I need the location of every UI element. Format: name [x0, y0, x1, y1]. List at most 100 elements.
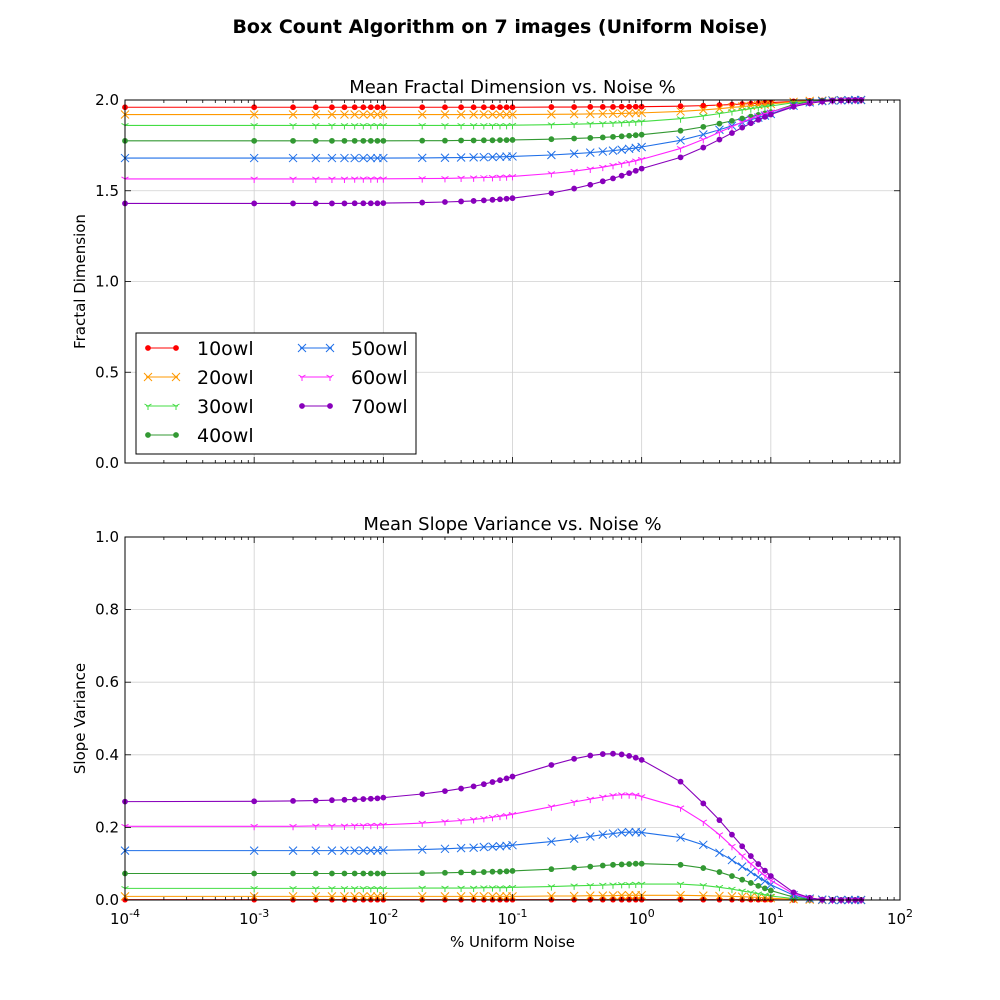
legend-marker	[173, 432, 179, 438]
series-line-70owl	[125, 99, 862, 205]
data-point-70owl	[419, 791, 426, 797]
data-point-70owl	[755, 116, 762, 123]
data-point-50owl	[350, 846, 360, 855]
series-70owl	[122, 750, 865, 903]
data-point-20owl	[358, 892, 368, 901]
data-point-30owl	[488, 122, 497, 130]
y-tick-label: 1.0	[95, 273, 119, 291]
data-point-30owl	[715, 884, 724, 892]
data-point-20owl	[358, 110, 368, 119]
data-point-20owl	[488, 892, 497, 901]
legend-label: 40owl	[197, 425, 254, 447]
data-point-20owl	[624, 890, 634, 900]
data-point-40owl	[489, 868, 496, 875]
data-point-40owl	[599, 134, 606, 141]
data-point-60owl	[625, 792, 633, 799]
data-point-70owl	[329, 200, 335, 207]
data-point-60owl	[289, 176, 297, 183]
data-point-60owl	[350, 823, 359, 830]
data-point-70owl	[442, 788, 448, 794]
data-point-10owl	[374, 104, 381, 111]
data-point-60owl	[379, 822, 388, 829]
data-point-60owl	[728, 124, 736, 131]
data-point-60owl	[250, 823, 258, 831]
data-point-60owl	[480, 815, 488, 823]
data-point-70owl	[497, 777, 503, 784]
data-point-40owl	[470, 869, 477, 876]
data-point-50owl	[624, 827, 634, 837]
data-point-40owl	[632, 860, 639, 867]
x-tick-label: 10-4	[110, 907, 140, 928]
data-point-30owl	[676, 881, 685, 889]
data-point-30owl	[469, 122, 478, 130]
data-point-10owl	[360, 104, 367, 111]
data-point-20owl	[727, 892, 737, 901]
data-point-70owl	[470, 198, 477, 204]
data-point-70owl	[312, 200, 319, 207]
data-point-30owl	[570, 121, 578, 129]
data-point-60owl	[599, 164, 607, 172]
data-point-60owl	[312, 176, 320, 183]
legend-marker	[326, 374, 334, 381]
data-point-30owl	[632, 881, 640, 889]
data-point-40owl	[374, 137, 381, 144]
legend-marker	[172, 403, 180, 410]
data-point-40owl	[360, 870, 367, 877]
data-point-20owl	[737, 892, 747, 902]
data-point-40owl	[351, 137, 358, 144]
data-point-70owl	[610, 175, 616, 182]
data-point-70owl	[419, 199, 426, 206]
data-point-20owl	[488, 110, 497, 119]
data-point-30owl	[761, 104, 769, 111]
data-point-60owl	[250, 176, 258, 183]
data-point-20owl	[249, 110, 259, 119]
data-point-50owl	[378, 153, 388, 163]
data-point-40owl	[700, 865, 707, 871]
data-point-70owl	[380, 200, 387, 206]
data-point-70owl	[367, 200, 374, 207]
y-axis-label: Fractal Dimension	[71, 214, 89, 349]
data-point-40owl	[677, 861, 684, 868]
legend-item-10owl: 10owl	[145, 338, 254, 360]
data-point-70owl	[442, 199, 448, 205]
data-point-30owl	[496, 122, 504, 130]
series-line-50owl	[125, 831, 862, 901]
data-point-50owl	[508, 152, 517, 161]
data-point-40owl	[716, 869, 723, 875]
data-point-70owl	[571, 755, 578, 762]
data-point-30owl	[547, 884, 556, 891]
data-point-40owl	[610, 861, 616, 868]
data-point-10owl	[632, 103, 639, 110]
data-point-70owl	[729, 130, 735, 136]
data-point-60owl	[469, 175, 478, 182]
data-point-40owl	[632, 132, 639, 139]
data-point-70owl	[329, 797, 335, 804]
data-point-50owl	[327, 846, 337, 855]
data-point-20owl	[350, 110, 360, 119]
data-point-50owl	[746, 867, 756, 877]
data-point-20owl	[585, 109, 595, 119]
data-point-30owl	[728, 109, 736, 116]
data-point-30owl	[373, 885, 382, 893]
data-point-70owl	[374, 200, 381, 207]
data-point-70owl	[618, 751, 625, 758]
data-point-70owl	[790, 103, 797, 110]
data-point-70owl	[503, 195, 510, 202]
legend-label: 10owl	[197, 338, 254, 360]
data-point-30owl	[469, 885, 478, 893]
data-point-70owl	[638, 165, 645, 172]
data-point-50owl	[676, 833, 685, 842]
data-point-20owl	[288, 110, 298, 119]
data-point-50owl	[547, 150, 556, 160]
data-point-70owl	[360, 200, 367, 207]
data-point-60owl	[340, 176, 349, 183]
data-point-20owl	[676, 890, 685, 900]
data-point-40owl	[610, 133, 616, 140]
data-point-70owl	[767, 873, 774, 879]
data-point-70owl	[341, 200, 348, 207]
data-point-70owl	[716, 136, 723, 143]
data-point-30owl	[609, 120, 617, 128]
legend-marker	[145, 432, 151, 438]
legend-marker	[144, 403, 152, 410]
data-point-60owl	[350, 176, 359, 183]
